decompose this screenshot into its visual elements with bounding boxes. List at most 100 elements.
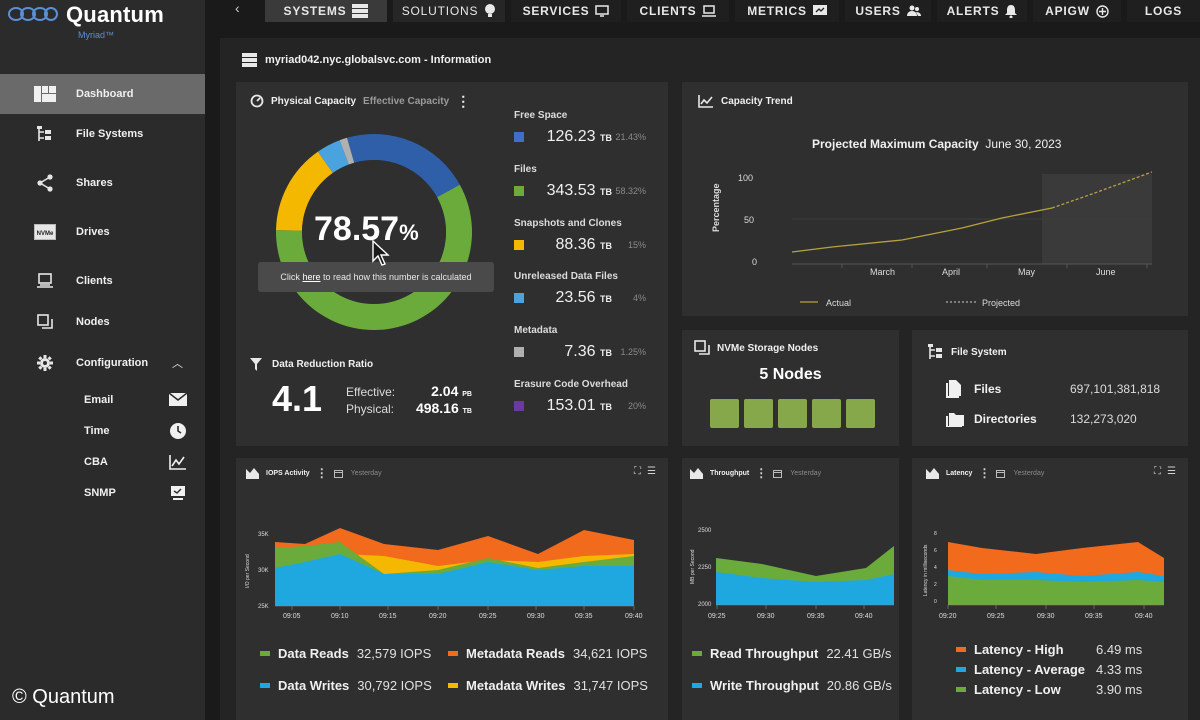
- monitor-icon: [595, 5, 610, 17]
- sidebar-item-label: File Systems: [76, 128, 144, 140]
- donut-unreleased-segment[interactable]: [317, 140, 349, 173]
- legend-snapshots: Snapshots and Clones 88.36 TB 15%: [514, 218, 664, 253]
- expand-icon[interactable]: ⛶: [634, 466, 641, 477]
- legend-metadata: Metadata 7.36 TB 1.25%: [514, 325, 664, 360]
- legend-percent: 21.43%: [615, 132, 646, 142]
- latency-period[interactable]: Yesterday: [1013, 469, 1045, 477]
- effective-label: Effective:: [346, 385, 396, 399]
- legend-swatch: [514, 293, 524, 303]
- latency-ytick: 0: [934, 599, 937, 605]
- throughput-ylabel: MB per Second: [690, 549, 696, 584]
- node-tile[interactable]: [846, 399, 875, 428]
- menu-icon[interactable]: ☰: [1167, 466, 1176, 477]
- calendar-icon: [333, 469, 343, 478]
- tab-apigw[interactable]: APIGW: [1033, 0, 1121, 22]
- sidebar-item-file-systems[interactable]: File Systems: [0, 114, 205, 154]
- throughput-xtick: 09:25: [708, 613, 726, 620]
- sidebar-item-configuration[interactable]: Configuration ︿: [0, 343, 205, 383]
- trend-ytick: 0: [752, 257, 757, 267]
- throughput-card: Throughput ⋮ Yesterday MB per Second 250…: [682, 458, 899, 720]
- menu-icon[interactable]: ☰: [647, 466, 656, 477]
- iops-legend-data-writes: Data Writes 30,792 IOPS: [260, 678, 432, 693]
- donut-files-segment[interactable]: [276, 184, 472, 331]
- tab-services[interactable]: SERVICES: [511, 0, 621, 22]
- config-item-email[interactable]: Email: [0, 384, 205, 415]
- node-tile[interactable]: [710, 399, 739, 428]
- capacity-tooltip: Click here to read how this number is ca…: [258, 262, 494, 292]
- latency-legend-high: Latency - High 6.49 ms: [956, 642, 1142, 657]
- area-chart-icon: [246, 468, 259, 479]
- iops-data-writes-area: [275, 554, 634, 606]
- node-tile[interactable]: [744, 399, 773, 428]
- trend-xtick: April: [942, 267, 960, 277]
- chevron-up-icon[interactable]: ︿: [172, 358, 183, 370]
- drr-value: 4.1: [272, 378, 323, 419]
- throughput-xtick: 09:35: [807, 613, 825, 620]
- product-name: Myriad™: [78, 30, 115, 40]
- donut-metadata-segment[interactable]: [339, 137, 355, 165]
- tab-clients[interactable]: CLIENTS: [627, 0, 729, 22]
- more-options-icon[interactable]: ⋮: [978, 466, 991, 480]
- config-item-snmp[interactable]: SNMP: [0, 477, 205, 508]
- trend-xtick: March: [870, 267, 895, 277]
- capacity-percent: 78.57%: [314, 210, 419, 249]
- sidebar-item-drives[interactable]: NVMe Drives: [0, 212, 205, 252]
- iops-xtick: 09:05: [283, 613, 301, 620]
- drr-title-text: Data Reduction Ratio: [272, 359, 374, 370]
- back-chevron-icon[interactable]: ‹: [235, 0, 240, 16]
- tab-effective-capacity[interactable]: Effective Capacity: [363, 95, 450, 107]
- capacity-gauge-icon: [250, 94, 264, 108]
- quantum-logo[interactable]: Quantum Myriad™: [8, 2, 198, 42]
- legend-name: Metadata Reads: [466, 646, 565, 661]
- more-options-icon[interactable]: ⋮: [315, 466, 328, 480]
- more-options-icon[interactable]: ⋮: [755, 466, 768, 480]
- legend-value: 126.23 TB: [546, 128, 612, 145]
- iops-period[interactable]: Yesterday: [350, 469, 382, 477]
- config-item-time[interactable]: Time: [0, 415, 205, 446]
- throughput-ytick: 2000: [698, 602, 712, 608]
- file-system-card: File System Files 697,101,381,818 Direct…: [912, 330, 1188, 446]
- tab-solutions[interactable]: SOLUTIONS: [393, 0, 505, 22]
- nvme-title: NVMe Storage Nodes: [694, 340, 818, 356]
- latency-xtick: 09:20: [939, 613, 957, 620]
- quantum-logo-icon: [8, 7, 58, 21]
- chart-icon: [169, 454, 187, 470]
- filter-icon: [250, 358, 262, 371]
- donut-snapshots-segment[interactable]: [276, 151, 333, 231]
- sidebar-item-clients[interactable]: Clients: [0, 261, 205, 301]
- tooltip-post: to read how this number is calculated: [322, 272, 472, 282]
- tooltip-link[interactable]: here: [302, 272, 321, 282]
- node-tile[interactable]: [812, 399, 841, 428]
- donut-free-space-segment[interactable]: [346, 134, 460, 198]
- throughput-legend-write: Write Throughput 20.86 GB/s: [692, 678, 892, 693]
- legend-swatch: [956, 667, 966, 672]
- tab-systems[interactable]: SYSTEMS: [265, 0, 387, 22]
- trend-actual-line: [791, 207, 1053, 253]
- sidebar-item-nodes[interactable]: Nodes: [0, 302, 205, 342]
- sidebar-item-dashboard[interactable]: Dashboard: [0, 74, 205, 114]
- tab-logs[interactable]: LOGS: [1127, 0, 1200, 22]
- legend-swatch: [956, 687, 966, 692]
- iops-ytick: 30K: [258, 568, 269, 574]
- legend-percent: 15%: [627, 240, 646, 250]
- throughput-period[interactable]: Yesterday: [790, 469, 822, 477]
- iops-title-text: IOPS Activity: [266, 469, 310, 477]
- page-title: myriad042.nyc.globalsvc.com - Informatio…: [242, 52, 491, 68]
- sidebar-nav: Dashboard File Systems Shares NVMe Drive…: [0, 74, 205, 508]
- iops-xtick: 09:20: [429, 613, 447, 620]
- node-tile[interactable]: [778, 399, 807, 428]
- expand-icon[interactable]: ⛶: [1154, 466, 1161, 477]
- iops-ytick: 25K: [258, 604, 269, 610]
- brand-name: Quantum: [66, 2, 164, 27]
- dashboard-icon: [34, 85, 56, 103]
- tab-alerts[interactable]: ALERTS: [937, 0, 1027, 22]
- config-item-cba[interactable]: CBA: [0, 446, 205, 477]
- config-item-label: Time: [84, 424, 110, 437]
- tab-users[interactable]: USERS: [845, 0, 931, 22]
- tab-metrics[interactable]: METRICS: [735, 0, 839, 22]
- tab-physical-capacity[interactable]: Physical Capacity: [271, 95, 357, 107]
- latency-chart: Latency in milliseconds 8 6 4 2 0 09:20 …: [923, 531, 1164, 620]
- sidebar-item-shares[interactable]: Shares: [0, 163, 205, 203]
- top-nav: ‹ SYSTEMS SOLUTIONS SERVICES CLIENTS MET…: [205, 0, 1200, 24]
- more-options-icon[interactable]: ⋮: [456, 93, 471, 109]
